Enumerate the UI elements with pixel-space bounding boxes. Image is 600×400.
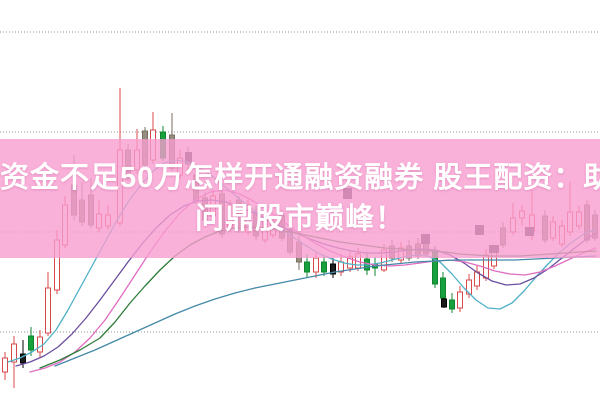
candlestick bbox=[304, 254, 310, 278]
candlestick bbox=[449, 293, 455, 313]
candlestick bbox=[474, 266, 480, 290]
candlestick bbox=[321, 256, 327, 276]
candlestick bbox=[441, 298, 447, 308]
promo-banner-text-line2: 问鼎股市巅峰！ bbox=[194, 202, 405, 235]
candlestick bbox=[330, 258, 336, 278]
promo-banner-text-line1: 资金不足50万怎样开通融资融券 股王配资：助您 bbox=[0, 161, 600, 194]
candlestick bbox=[2, 352, 8, 380]
candlestick bbox=[28, 327, 34, 356]
candlestick bbox=[457, 286, 463, 312]
candlestick bbox=[440, 272, 446, 299]
candlestick bbox=[11, 336, 17, 388]
candlestick bbox=[37, 330, 43, 358]
candlestick bbox=[45, 272, 51, 336]
candlestick bbox=[466, 274, 472, 298]
promo-banner-overlay: 资金不足50万怎样开通融资融券 股王配资：助您 问鼎股市巅峰！ bbox=[0, 139, 600, 258]
ma-line-slow-steelblue bbox=[54, 255, 597, 367]
